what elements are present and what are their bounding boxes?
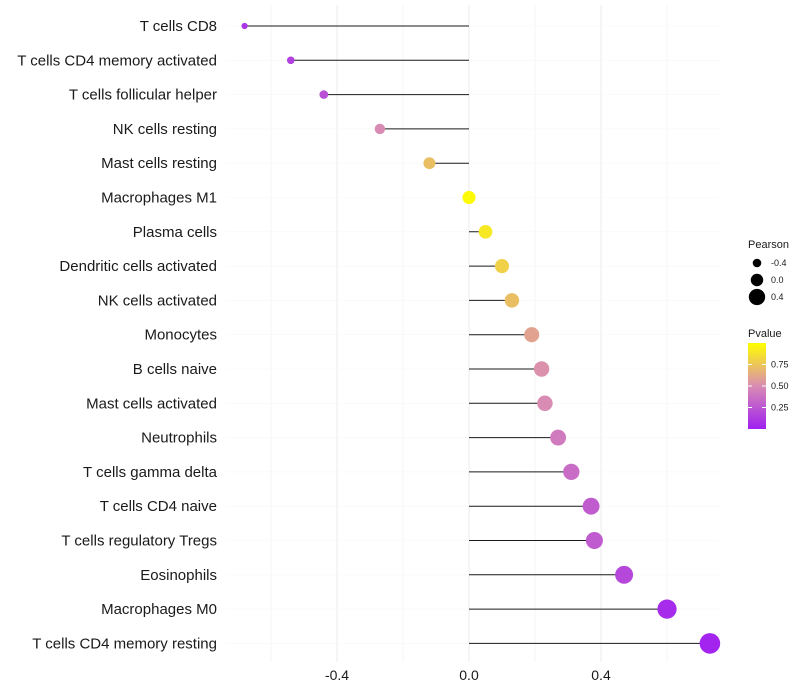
category-label-3: NK cells resting xyxy=(113,121,217,138)
point-16 xyxy=(615,565,634,584)
pvalue-legend-title: Pvalue xyxy=(748,328,782,340)
category-labels: T cells CD8 T cells CD4 memory activated T… xyxy=(17,18,217,652)
x-tick-label-1: 0.0 xyxy=(459,667,479,683)
category-label-5: Macrophages M1 xyxy=(101,190,217,207)
category-label-1: T cells CD4 memory activated xyxy=(17,52,217,69)
point-17 xyxy=(657,599,677,619)
category-label-6: Plasma cells xyxy=(133,224,217,241)
category-label-16: Eosinophils xyxy=(140,567,217,584)
x-axis-ticks: -0.4 0.0 0.4 xyxy=(325,667,611,683)
pearson-legend-label-1: 0.0 xyxy=(771,275,784,285)
point-10 xyxy=(533,361,550,377)
pearson-legend-title: Pearson xyxy=(748,239,789,251)
pvalue-legend: Pvalue 0.75 0.50 0.25 xyxy=(748,328,789,429)
point-1 xyxy=(286,56,295,65)
point-5 xyxy=(462,190,476,205)
point-8 xyxy=(504,293,520,308)
point-2 xyxy=(319,90,329,99)
category-label-7: Dendritic cells activated xyxy=(59,258,217,275)
point-4 xyxy=(423,157,436,170)
pearson-legend-dot-1 xyxy=(750,273,764,287)
pearson-legend-dot-2 xyxy=(748,288,766,306)
point-7 xyxy=(494,259,510,274)
category-label-11: Mast cells activated xyxy=(86,395,217,412)
pearson-legend-dot-0 xyxy=(752,258,762,268)
point-11 xyxy=(537,395,553,412)
pvalue-legend-label-1: 0.50 xyxy=(771,381,789,391)
pvalue-legend-label-2: 0.25 xyxy=(771,403,789,413)
category-label-10: B cells naive xyxy=(133,361,217,378)
pearson-legend-label-2: 0.4 xyxy=(771,292,784,302)
pearson-legend: Pearson -0.4 0.0 0.4 xyxy=(748,239,789,306)
pearson-legend-label-0: -0.4 xyxy=(771,258,787,268)
category-label-12: Neutrophils xyxy=(141,430,217,447)
grid-lines xyxy=(226,5,720,662)
point-0 xyxy=(241,22,248,30)
category-label-13: T cells gamma delta xyxy=(83,464,218,481)
point-3 xyxy=(374,123,386,135)
point-13 xyxy=(563,463,580,481)
category-label-14: T cells CD4 naive xyxy=(100,498,217,515)
category-label-4: Mast cells resting xyxy=(101,155,217,172)
category-label-8: NK cells activated xyxy=(98,292,217,309)
point-6 xyxy=(478,224,493,239)
point-12 xyxy=(550,429,567,446)
point-18 xyxy=(699,633,721,654)
lollipop-points xyxy=(241,22,721,654)
category-label-9: Monocytes xyxy=(144,327,217,344)
category-label-0: T cells CD8 xyxy=(140,18,217,35)
x-tick-label-0: -0.4 xyxy=(325,667,349,683)
point-9 xyxy=(524,327,540,343)
category-label-2: T cells follicular helper xyxy=(69,87,217,104)
pvalue-colorbar xyxy=(748,343,766,429)
lollipop-stems xyxy=(244,25,710,644)
pvalue-legend-label-0: 0.75 xyxy=(771,360,789,370)
point-14 xyxy=(582,497,600,515)
x-tick-label-2: 0.4 xyxy=(591,667,611,683)
category-label-18: T cells CD4 memory resting xyxy=(32,635,217,652)
category-label-17: Macrophages M0 xyxy=(101,601,217,618)
point-15 xyxy=(585,531,603,550)
category-label-15: T cells regulatory Tregs xyxy=(61,533,217,550)
